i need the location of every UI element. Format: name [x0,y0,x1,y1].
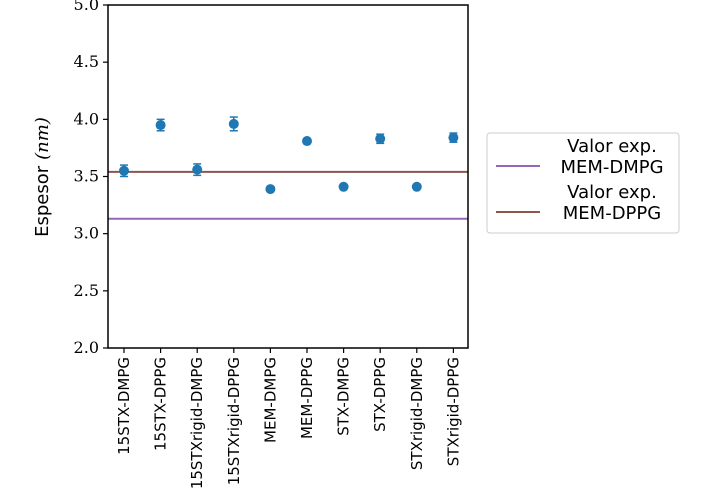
reference-lines [108,170,468,220]
x-tick-label: 15STXrigid-DPPG [225,357,243,485]
y-axis-label: Espesor (nm) [32,117,53,237]
x-tick-label: 15STX-DMPG [115,357,133,455]
data-point [448,132,459,143]
plot-frame [107,4,469,349]
y-axis-label-unit: (nm) [32,117,53,160]
x-tick-label: STXrigid-DPPG [444,357,462,466]
y-tick-label: 3.0 [74,224,99,243]
data-point [228,118,239,129]
y-tick-label: 2.0 [74,338,99,357]
x-tick-label: STXrigid-DMPG [408,357,426,470]
data-point [375,133,386,144]
y-tick-label: 4.0 [74,109,99,128]
y-axis-ticks: 2.0 2.5 3.0 3.5 4.0 4.5 5.0 [74,0,108,357]
data-point [155,120,166,131]
legend-label-line2: MEM-DPPG [563,203,661,224]
legend-box [486,132,680,234]
legend-label-line1: Valor exp. [567,182,657,203]
data-points [119,116,459,195]
x-tick-label: 15STX-DPPG [152,357,170,451]
y-tick-label: 3.5 [74,167,99,186]
data-point [411,181,422,192]
data-point [192,164,203,175]
data-point [265,184,276,195]
y-tick-label: 4.5 [74,52,99,71]
x-axis-ticks: 15STX-DMPG 15STX-DPPG 15STXrigid-DMPG 15STX… [115,348,462,489]
legend-label-line2: MEM-DMPG [560,157,663,178]
data-point [119,165,129,176]
y-tick-label: 5.0 [74,0,99,14]
y-axis-label-text: Espesor [32,165,53,237]
legend-label-line1: Valor exp. [567,136,657,157]
x-tick-label: MEM-DMPG [261,357,279,443]
data-point [302,136,312,147]
x-tick-label: STX-DMPG [335,357,353,436]
x-tick-label: MEM-DPPG [298,357,316,439]
data-point [338,181,349,192]
x-tick-label: 15STXrigid-DMPG [188,357,206,489]
x-tick-label: STX-DPPG [371,357,389,432]
y-tick-label: 2.5 [74,281,99,300]
